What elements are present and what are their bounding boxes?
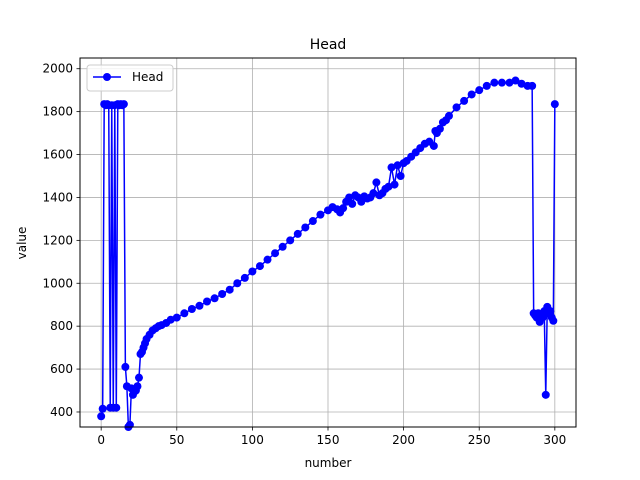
data-point — [233, 279, 242, 288]
x-tick-label: 300 — [543, 433, 566, 447]
data-point — [187, 305, 196, 314]
data-point — [125, 420, 134, 429]
data-point — [475, 86, 484, 95]
legend-label-head: Head — [132, 70, 163, 84]
data-point — [98, 404, 107, 413]
data-point — [541, 390, 550, 399]
data-point — [490, 78, 499, 87]
data-point — [384, 182, 393, 191]
data-point — [435, 124, 444, 133]
data-point — [549, 316, 558, 325]
legend-marker-swatch — [103, 73, 111, 81]
y-axis-label: value — [15, 227, 29, 260]
y-tick-label: 1000 — [42, 276, 73, 290]
x-tick-label: 200 — [392, 433, 415, 447]
data-point — [112, 403, 121, 412]
data-point — [497, 78, 506, 87]
data-point — [172, 313, 181, 322]
data-point — [369, 189, 378, 198]
y-tick-label: 400 — [50, 405, 73, 419]
series-head — [97, 76, 559, 431]
grid-lines — [80, 58, 576, 427]
data-point — [390, 180, 399, 189]
data-point — [278, 242, 287, 251]
x-tick-label: 100 — [241, 433, 264, 447]
data-point — [316, 210, 325, 219]
data-point — [517, 79, 526, 88]
chart-title: Head — [310, 37, 347, 53]
y-tick-label: 2000 — [42, 62, 73, 76]
data-point — [203, 297, 212, 306]
data-point — [396, 171, 405, 180]
data-point — [166, 315, 175, 324]
y-tick-label: 1400 — [42, 190, 73, 204]
y-tick-label: 1800 — [42, 105, 73, 119]
y-tick-label: 1600 — [42, 148, 73, 162]
y-tick-label: 600 — [50, 362, 73, 376]
x-tick-label: 0 — [97, 433, 105, 447]
data-point — [452, 103, 461, 112]
data-point — [546, 307, 555, 316]
y-tick-label: 800 — [50, 319, 73, 333]
data-point — [550, 100, 559, 109]
data-point — [372, 178, 381, 187]
data-point — [121, 362, 130, 371]
data-point — [263, 255, 272, 264]
data-point — [218, 289, 227, 298]
data-point — [339, 204, 348, 213]
legend-box — [86, 64, 174, 92]
data-point — [538, 313, 547, 322]
data-point — [271, 249, 280, 258]
data-point — [387, 163, 396, 172]
data-point — [248, 267, 257, 276]
data-point — [467, 90, 476, 99]
data-point — [97, 412, 106, 421]
data-point — [225, 285, 234, 294]
data-point — [286, 236, 295, 245]
data-point — [393, 161, 402, 170]
data-point — [133, 382, 142, 391]
legend: Head — [86, 64, 174, 92]
x-tick-label: 250 — [468, 433, 491, 447]
data-point — [482, 81, 491, 90]
data-point — [134, 373, 143, 382]
data-point — [308, 217, 317, 226]
y-tick-label: 1200 — [42, 233, 73, 247]
data-point — [528, 81, 537, 90]
data-point — [444, 111, 453, 120]
data-point — [460, 96, 469, 105]
data-point — [210, 294, 219, 303]
data-point — [180, 309, 189, 318]
data-point — [511, 76, 520, 85]
data-point — [195, 301, 204, 310]
x-axis: 0 50 100 150 200 250 300 — [97, 427, 566, 447]
data-point — [505, 78, 514, 87]
x-tick-label: 50 — [169, 433, 184, 447]
x-axis-label: number — [305, 456, 352, 470]
y-axis: 400 600 800 1000 1200 1400 1600 1800 2000 — [42, 62, 80, 419]
data-point — [255, 262, 264, 271]
x-tick-label: 150 — [317, 433, 340, 447]
data-point — [429, 141, 438, 150]
data-point — [301, 223, 310, 232]
data-point — [348, 199, 357, 208]
data-point — [345, 193, 354, 202]
data-point — [240, 273, 249, 282]
data-point — [293, 229, 302, 238]
data-point — [119, 100, 128, 109]
